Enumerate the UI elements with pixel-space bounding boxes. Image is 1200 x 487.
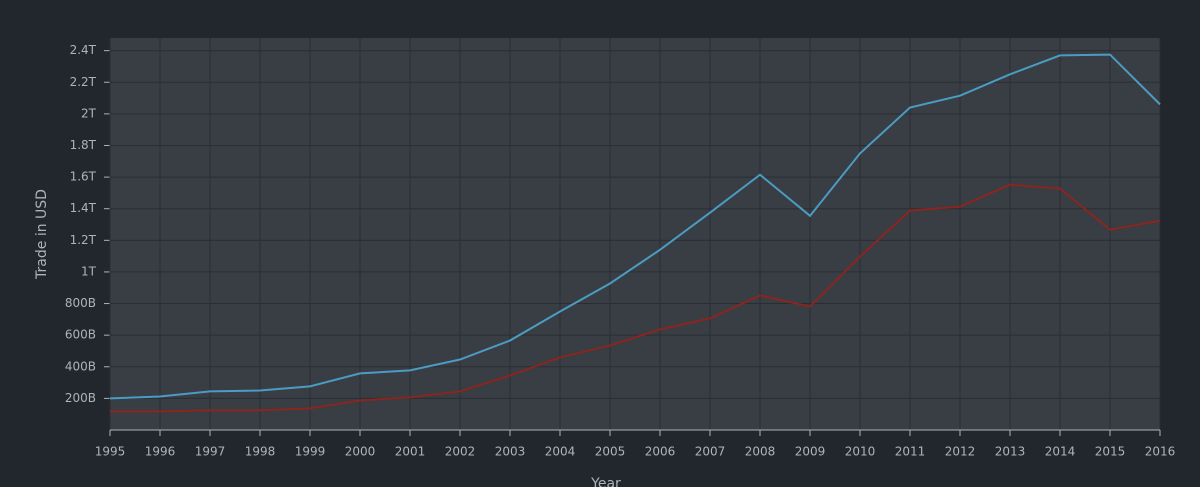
x-tick-label: 2011	[895, 445, 926, 459]
y-tick-label: 1.2T	[70, 233, 97, 247]
x-tick-label: 2004	[545, 445, 576, 459]
x-tick-label: 2013	[995, 445, 1026, 459]
y-tick-label: 200B	[65, 391, 96, 405]
y-tick-label: 400B	[65, 359, 96, 373]
y-tick-label: 600B	[65, 328, 96, 342]
x-tick-label: 2016	[1145, 445, 1176, 459]
y-tick-label: 2.4T	[70, 43, 97, 57]
x-tick-label: 2001	[395, 445, 426, 459]
x-tick-label: 2005	[595, 445, 626, 459]
x-tick-label: 2006	[645, 445, 676, 459]
x-tick-label: 2010	[845, 445, 876, 459]
y-tick-label: 1.6T	[70, 170, 97, 184]
x-tick-label: 2002	[445, 445, 476, 459]
x-tick-label: 2012	[945, 445, 976, 459]
x-tick-label: 1996	[145, 445, 176, 459]
series-line	[109, 53, 1161, 400]
plot-area	[110, 38, 1160, 430]
x-tick-label: 2009	[795, 445, 826, 459]
y-tick-label: 2T	[81, 106, 97, 120]
x-tick-label: 2007	[695, 445, 726, 459]
x-tick-label: 1997	[195, 445, 226, 459]
y-tick-label: 2.2T	[70, 75, 97, 89]
y-axis-label: Trade in USD	[34, 189, 50, 280]
y-tick-label: 800B	[65, 296, 96, 310]
x-tick-label: 2000	[345, 445, 376, 459]
series-line	[110, 183, 1161, 413]
y-tick-label: 1.4T	[70, 201, 97, 215]
x-tick-label: 2014	[1045, 445, 1076, 459]
x-tick-label: 2015	[1095, 445, 1126, 459]
x-tick-label: 1995	[95, 445, 126, 459]
x-tick-label: 2003	[495, 445, 526, 459]
x-tick-label: 2008	[745, 445, 776, 459]
y-tick-label: 1T	[81, 264, 97, 278]
x-tick-label: 1998	[245, 445, 276, 459]
x-tick-label: 1999	[295, 445, 326, 459]
y-tick-label: 1.8T	[70, 138, 97, 152]
x-axis-label: Year	[590, 476, 621, 487]
